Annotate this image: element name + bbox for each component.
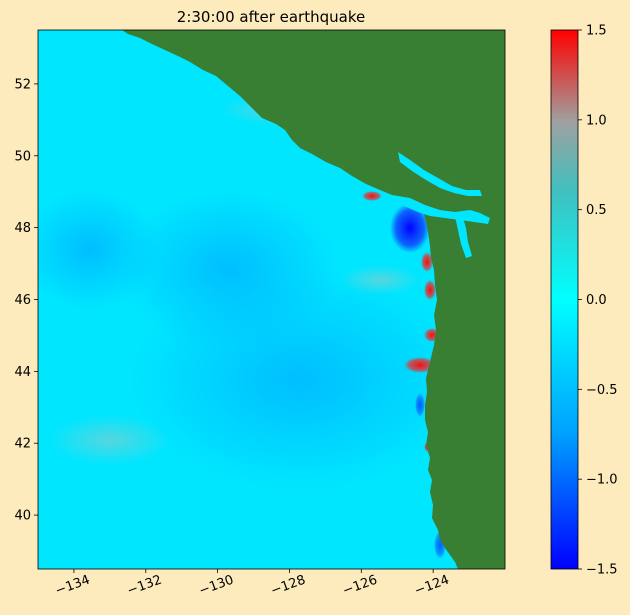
wave-crest-spot (421, 252, 433, 272)
map-panel (38, 30, 505, 569)
inland-strait (392, 195, 490, 224)
y-tick-label: 50 (14, 149, 31, 164)
colorbar-tick-label: 0.5 (586, 203, 607, 218)
x-tick-label: −134 (53, 573, 92, 599)
wave-trough-spot (415, 393, 425, 417)
y-tick-label: 44 (14, 365, 31, 380)
wave-crest-spot (404, 357, 436, 373)
x-tick-label: −124 (413, 573, 452, 599)
wave-crest-region (50, 415, 170, 465)
y-tick-label: 42 (14, 437, 31, 452)
y-tick-label: 52 (14, 77, 31, 92)
colorbar-ticks: 1.5 1.0 0.5 0.0 −0.5 −1.0 −1.5 (578, 24, 618, 578)
colorbar-tick-label: −0.5 (586, 383, 618, 398)
inland-strait (398, 152, 482, 196)
colorbar-tick-label: −1.5 (586, 563, 618, 578)
wave-crest-spot (362, 191, 382, 201)
y-axis-ticks: 40 42 44 46 48 50 52 (14, 77, 38, 524)
y-tick-label: 48 (14, 221, 31, 236)
x-tick-label: −126 (341, 573, 380, 599)
plot-title: 2:30:00 after earthquake (177, 8, 365, 26)
x-tick-label: −132 (125, 573, 164, 599)
colorbar-tick-label: 1.5 (586, 24, 607, 39)
x-tick-label: −130 (197, 573, 236, 599)
wave-trough-region (38, 190, 160, 310)
wave-trough-spot (390, 203, 430, 253)
colorbar-gradient (551, 30, 578, 569)
wave-trough-region (120, 190, 340, 350)
colorbar-tick-label: 1.0 (586, 113, 607, 128)
wave-crest-spot (424, 280, 436, 300)
y-tick-label: 46 (14, 293, 31, 308)
colorbar-tick-label: 0.0 (586, 293, 607, 308)
y-tick-label: 40 (14, 509, 31, 524)
colorbar-tick-label: −1.0 (586, 473, 618, 488)
wave-crest-region (340, 265, 420, 295)
x-axis-ticks: −134 −132 −130 −128 −126 −124 (53, 569, 451, 599)
inland-strait (454, 212, 472, 258)
x-tick-label: −128 (269, 573, 308, 599)
